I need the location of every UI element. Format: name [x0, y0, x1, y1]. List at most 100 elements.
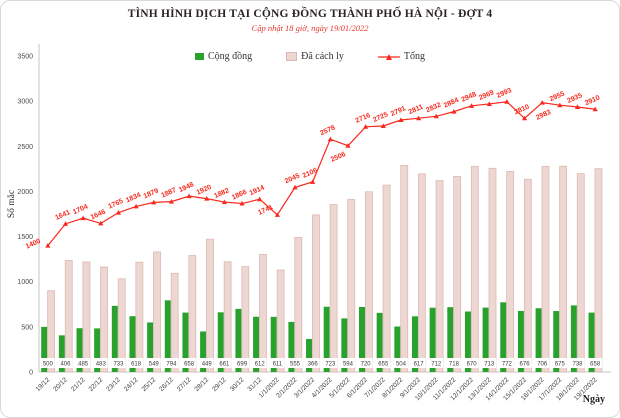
svg-text:406: 406: [60, 362, 71, 368]
svg-text:2716: 2716: [354, 112, 371, 125]
svg-text:504: 504: [396, 362, 407, 368]
svg-text:617: 617: [414, 362, 425, 368]
svg-text:449: 449: [202, 362, 213, 368]
svg-text:3000: 3000: [17, 99, 33, 106]
svg-text:500: 500: [43, 362, 54, 368]
legend-label-tong: Tổng: [403, 51, 426, 62]
cong-dong-bars: [41, 300, 595, 372]
x-axis-labels: 19/12 20/12 21/12 22/12 23/12 24/12 25/12 26/12…: [35, 376, 599, 402]
svg-text:2884: 2884: [443, 97, 460, 110]
svg-text:733: 733: [113, 362, 124, 368]
svg-text:28/12: 28/12: [194, 376, 211, 393]
svg-text:483: 483: [96, 362, 107, 368]
svg-text:2506: 2506: [330, 151, 347, 164]
svg-text:794: 794: [166, 362, 177, 368]
svg-text:2832: 2832: [425, 102, 442, 115]
svg-text:2045: 2045: [284, 173, 301, 186]
svg-text:1920: 1920: [196, 184, 213, 197]
svg-text:27/12: 27/12: [176, 376, 193, 393]
legend-item-tong: Tổng: [377, 51, 426, 62]
legend-label-cong-dong: Cộng đồng: [207, 51, 253, 62]
svg-text:655: 655: [378, 362, 389, 368]
bar-value-labels: 500 406 485 483 733 618 549 794 658 449 661 699 612 6…: [40, 358, 603, 368]
svg-text:675: 675: [555, 362, 566, 368]
svg-text:1882: 1882: [213, 187, 230, 200]
chart-title: TÌNH HÌNH DỊCH TẠI CỘNG ĐỒNG THÀNH PHỐ H…: [127, 8, 493, 20]
svg-text:1834: 1834: [125, 192, 142, 205]
svg-text:366: 366: [308, 362, 319, 368]
svg-text:2500: 2500: [17, 144, 33, 151]
svg-text:676: 676: [520, 362, 531, 368]
x-axis-title: Ngày: [582, 394, 605, 405]
svg-text:2969: 2969: [478, 89, 495, 102]
svg-text:2810: 2810: [513, 104, 530, 117]
svg-text:0: 0: [29, 370, 33, 377]
cong-dong-swatch-icon: [194, 53, 204, 60]
svg-text:555: 555: [290, 362, 301, 368]
svg-text:22/12: 22/12: [88, 376, 105, 393]
svg-text:2955: 2955: [549, 90, 566, 103]
svg-text:738: 738: [573, 362, 584, 368]
legend-item-cong-dong: Cộng đồng: [194, 51, 253, 62]
svg-text:1646: 1646: [90, 209, 107, 222]
svg-text:723: 723: [325, 362, 336, 368]
svg-text:1641: 1641: [54, 209, 71, 222]
legend-item-da-cach-ly: Đã cách ly: [286, 51, 344, 62]
svg-text:2000: 2000: [17, 189, 33, 196]
svg-text:2910: 2910: [584, 94, 601, 107]
svg-text:485: 485: [78, 362, 89, 368]
svg-text:2993: 2993: [496, 87, 513, 100]
svg-text:2106: 2106: [302, 167, 319, 180]
svg-text:26/12: 26/12: [158, 376, 175, 393]
svg-text:594: 594: [343, 362, 354, 368]
svg-text:3500: 3500: [17, 54, 33, 61]
svg-text:1914: 1914: [249, 184, 266, 197]
y-axis-labels: 0 500 1000 1500 2000 2500 3000 3500: [17, 54, 33, 377]
svg-text:706: 706: [537, 362, 548, 368]
svg-text:1887: 1887: [160, 187, 177, 200]
svg-text:19/12: 19/12: [35, 376, 52, 393]
svg-text:1000: 1000: [17, 279, 33, 286]
svg-text:720: 720: [361, 362, 372, 368]
svg-text:30/12: 30/12: [229, 376, 246, 393]
y-axis-title: Số mắc: [7, 189, 17, 219]
svg-text:661: 661: [219, 362, 230, 368]
svg-text:2578: 2578: [319, 124, 336, 137]
svg-text:1879: 1879: [143, 188, 160, 201]
da-cach-ly-swatch-icon: [286, 52, 298, 61]
svg-text:1866: 1866: [231, 189, 248, 202]
svg-text:2983: 2983: [535, 109, 552, 122]
svg-text:549: 549: [149, 362, 160, 368]
svg-text:23/12: 23/12: [105, 376, 122, 393]
legend-label-da-cach-ly: Đã cách ly: [301, 51, 344, 62]
chart-subtitle: Cập nhật 18 giờ, ngày 19/01/2022: [251, 23, 369, 33]
svg-text:1765: 1765: [107, 198, 124, 211]
da-cach-ly-bars: [47, 165, 603, 373]
svg-text:2948: 2948: [460, 91, 477, 104]
svg-text:25/12: 25/12: [141, 376, 158, 393]
svg-text:699: 699: [237, 362, 248, 368]
tong-line-marker-icon: [377, 53, 400, 60]
svg-text:713: 713: [484, 362, 495, 368]
svg-text:29/12: 29/12: [211, 376, 228, 393]
svg-text:2811: 2811: [408, 104, 425, 117]
svg-text:1741: 1741: [257, 204, 274, 217]
svg-text:2935: 2935: [566, 92, 583, 105]
svg-text:24/12: 24/12: [123, 376, 140, 393]
svg-text:658: 658: [184, 362, 195, 368]
svg-text:20/12: 20/12: [52, 376, 69, 393]
svg-text:712: 712: [431, 362, 442, 368]
svg-text:21/12: 21/12: [70, 376, 87, 393]
svg-text:611: 611: [273, 362, 283, 368]
svg-text:1948: 1948: [178, 181, 195, 194]
svg-text:618: 618: [131, 362, 142, 368]
legend: Cộng đồng Đã cách ly Tổng: [1, 51, 619, 62]
svg-text:612: 612: [255, 362, 266, 368]
svg-text:500: 500: [21, 324, 33, 331]
svg-text:772: 772: [502, 362, 513, 368]
svg-text:1500: 1500: [17, 234, 33, 241]
svg-text:2725: 2725: [372, 111, 389, 124]
tong-line: [45, 99, 598, 248]
